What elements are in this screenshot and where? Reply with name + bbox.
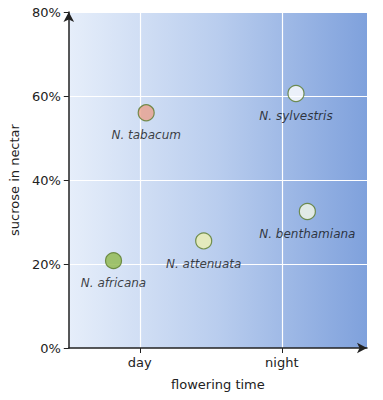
svg-text:N. tabacum: N. tabacum (111, 128, 181, 142)
svg-text:80%: 80% (32, 5, 61, 20)
svg-text:20%: 20% (32, 257, 61, 272)
svg-text:N. attenuata: N. attenuata (166, 257, 241, 271)
svg-text:N. sylvestris: N. sylvestris (259, 109, 332, 123)
svg-text:N. africana: N. africana (81, 276, 146, 290)
svg-text:60%: 60% (32, 89, 61, 104)
svg-text:sucrose in nectar: sucrose in nectar (7, 123, 22, 236)
svg-text:0%: 0% (40, 341, 61, 356)
svg-text:day: day (128, 355, 152, 370)
svg-text:40%: 40% (32, 173, 61, 188)
svg-text:N. benthamiana: N. benthamiana (259, 227, 355, 241)
svg-text:flowering time: flowering time (171, 377, 265, 392)
svg-text:night: night (265, 355, 298, 370)
